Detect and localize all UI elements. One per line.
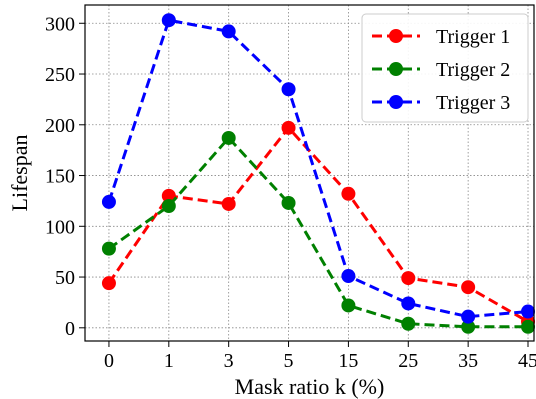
data-point-series-1 xyxy=(461,280,476,295)
data-point-series-3 xyxy=(461,309,476,324)
legend: Trigger 1 Trigger 2 Trigger 3 xyxy=(361,13,529,123)
y-tick-label: 150 xyxy=(45,166,75,188)
data-point-series-3 xyxy=(401,296,416,311)
data-point-series-1 xyxy=(401,271,416,286)
x-axis-ticks: 0 1 3 5 15 25 35 45 xyxy=(104,341,536,372)
data-point-series-3 xyxy=(221,24,236,39)
data-point-series-1 xyxy=(221,196,236,211)
x-tick-label: 5 xyxy=(284,350,294,372)
legend-box xyxy=(361,13,529,123)
data-point-series-1 xyxy=(161,188,176,203)
data-point-series-3 xyxy=(101,194,116,209)
data-point-series-1 xyxy=(281,120,296,135)
series-line-3 xyxy=(107,18,529,319)
data-point-series-2 xyxy=(401,316,416,331)
x-tick-label: 15 xyxy=(338,350,358,372)
y-tick-label: 0 xyxy=(65,318,75,340)
y-tick-label: 200 xyxy=(45,115,75,137)
data-point-series-1 xyxy=(341,186,356,201)
y-axis-label: Lifespan xyxy=(7,135,32,212)
y-axis-ticks: 0 50 100 150 200 250 300 xyxy=(45,13,85,340)
data-point-series-3 xyxy=(281,82,296,97)
data-point-series-2 xyxy=(101,241,116,256)
legend-marker-2 xyxy=(389,62,403,76)
x-tick-label: 45 xyxy=(518,350,536,372)
x-tick-label: 3 xyxy=(224,350,234,372)
series-group xyxy=(101,13,536,334)
data-point-series-3 xyxy=(341,269,356,284)
y-tick-label: 250 xyxy=(45,64,75,86)
data-point-series-3 xyxy=(521,304,536,319)
plot-frame xyxy=(84,4,535,342)
legend-label-2: Trigger 2 xyxy=(436,59,510,81)
y-tick-label: 100 xyxy=(45,216,75,238)
data-point-series-2 xyxy=(221,130,236,145)
x-tick-label: 0 xyxy=(104,350,114,372)
x-tick-label: 1 xyxy=(164,350,174,372)
y-tick-label: 300 xyxy=(45,13,75,35)
data-point-series-2 xyxy=(461,319,476,334)
x-tick-label: 25 xyxy=(398,350,418,372)
data-point-series-2 xyxy=(161,198,176,213)
data-point-series-2 xyxy=(521,319,536,334)
data-point-series-1 xyxy=(101,276,116,291)
legend-marker-1 xyxy=(389,29,403,43)
x-axis-label: Mask ratio k (%) xyxy=(235,374,385,399)
series-line-1 xyxy=(107,125,529,324)
data-point-series-3 xyxy=(161,13,176,28)
legend-label-3: Trigger 3 xyxy=(436,92,510,114)
data-point-series-2 xyxy=(341,298,356,313)
x-tick-label: 35 xyxy=(458,350,478,372)
data-point-series-2 xyxy=(281,195,296,210)
series-line-2 xyxy=(108,135,529,329)
legend-marker-3 xyxy=(389,95,403,109)
y-tick-label: 50 xyxy=(55,267,75,289)
legend-label-1: Trigger 1 xyxy=(436,26,510,48)
